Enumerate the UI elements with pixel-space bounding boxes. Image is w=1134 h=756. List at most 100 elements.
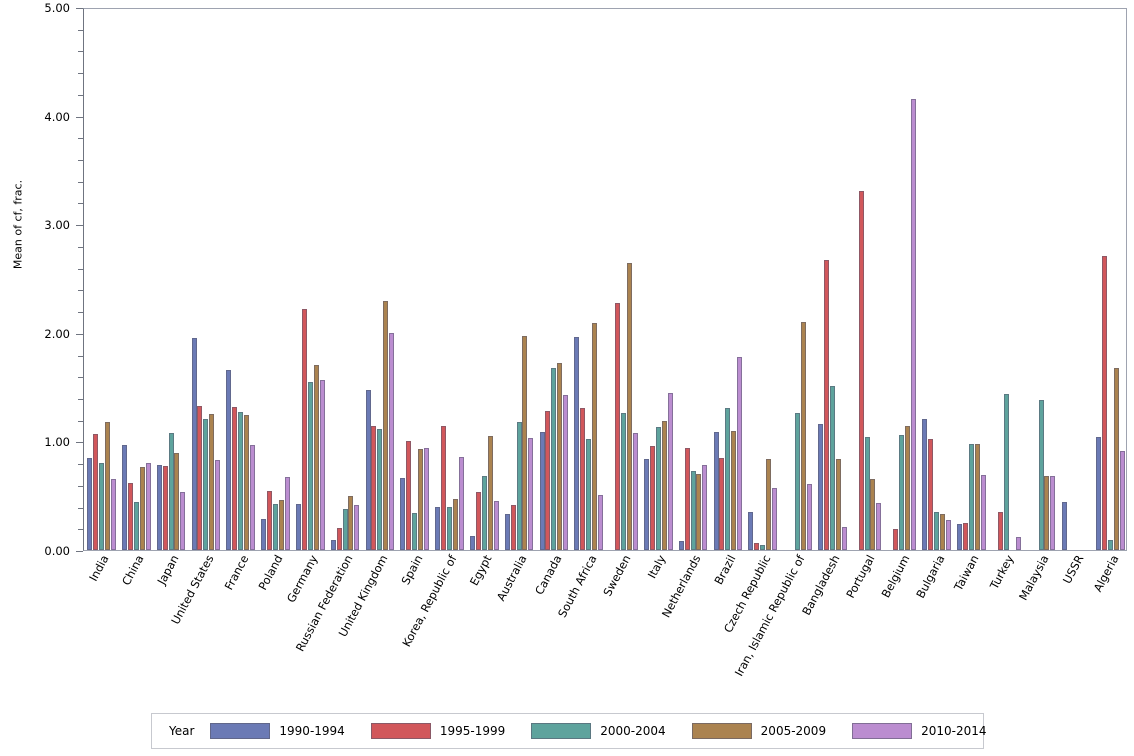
bar [539,431,545,550]
x-axis-label: Australia [494,553,530,604]
x-axis-label: Portugal [844,553,878,601]
legend-item[interactable]: 2005-2009 [691,723,827,739]
bar [493,501,499,550]
legend-item[interactable]: 2000-2004 [531,723,666,739]
bar [528,438,534,550]
bar [597,494,603,550]
bar [371,426,377,550]
bar [899,434,905,550]
bar [957,523,963,550]
bar [354,505,360,550]
bar [1096,437,1102,550]
bar [197,405,203,550]
bar [145,463,151,550]
legend-item[interactable]: 1990-1994 [210,723,345,739]
x-axis-label: Taiwan [952,553,982,594]
y-tick-label: 4.00 [44,109,70,124]
bar [817,424,823,550]
bar [133,502,139,550]
y-tick-major [76,551,83,552]
bar [725,407,731,550]
y-tick-minor [78,464,83,466]
legend-items: 1990-1994 1995-1999 2000-2004 2005-2009 2010… [210,723,1012,739]
x-axis-label: Germany [284,553,321,605]
bar [510,505,516,550]
bar [215,459,221,550]
bar [400,478,406,550]
bar [348,495,354,550]
bar [458,456,464,550]
bar [249,444,255,550]
bar [876,503,882,550]
y-tick-minor [78,29,83,31]
bar [620,413,626,550]
bar [870,479,876,550]
bar [1015,536,1021,550]
x-axis-label: China [120,553,147,588]
x-axis-label: Algeria [1090,553,1122,595]
bar [319,379,325,550]
bar [127,482,133,550]
bar [702,465,708,550]
bar [806,483,812,550]
bar [446,506,452,550]
bar [272,504,278,550]
y-tick-minor [78,246,83,248]
bar [435,506,441,550]
bar [238,412,244,550]
bar [545,411,551,550]
bar [139,467,145,550]
bar [1108,540,1114,550]
x-axis-label: India [87,553,112,584]
bar [162,466,168,550]
x-axis-label: Poland [256,553,286,593]
x-axis-label: Japan [155,553,182,587]
y-tick-minor [78,507,83,509]
y-tick-major [76,442,83,444]
bar [592,323,597,550]
legend-item[interactable]: 1995-1999 [370,723,506,739]
bar [684,447,690,550]
bar [423,447,429,550]
bar [974,443,980,550]
bar [713,431,719,550]
bar [626,263,632,550]
bar [1119,451,1125,550]
y-tick-minor [78,398,83,400]
bar [696,473,702,550]
x-axis-label: USSR [1060,553,1087,587]
y-tick-minor [78,181,83,183]
bar [643,458,649,550]
x-axis-label: Italy [645,553,669,581]
bar [469,535,475,550]
y-tick-label: 3.00 [44,218,70,233]
y-tick-label: 0.00 [44,544,70,558]
bar [295,504,301,550]
bar [93,433,98,550]
y-tick-minor [78,355,83,357]
bar [754,543,760,550]
y-tick-minor [78,377,83,379]
legend-color-swatch [691,723,752,739]
y-tick-label: 1.00 [44,435,70,450]
x-axis-label: Malaysia [1016,553,1052,603]
bar [563,394,569,550]
bar [307,381,313,550]
legend-item-label: 2005-2009 [760,724,827,738]
y-tick-minor [78,420,83,422]
legend-item-label: 2000-2004 [600,724,666,738]
bar [655,427,661,550]
x-axis-labels: India China Japan United States France Poland… [83,553,1127,683]
legend-item-label: 1995-1999 [439,724,506,738]
bar [383,301,389,550]
y-tick-major [76,225,83,227]
bar [301,308,307,550]
bar [174,453,180,550]
x-axis-label: Egypt [467,553,495,588]
legend-item[interactable]: 2010-2014 [852,723,987,739]
bar [835,458,841,550]
bar [580,407,586,550]
bar [719,457,725,550]
y-axis-title: Mean of cf, frac. [11,179,25,270]
y-tick-minor [78,485,83,487]
